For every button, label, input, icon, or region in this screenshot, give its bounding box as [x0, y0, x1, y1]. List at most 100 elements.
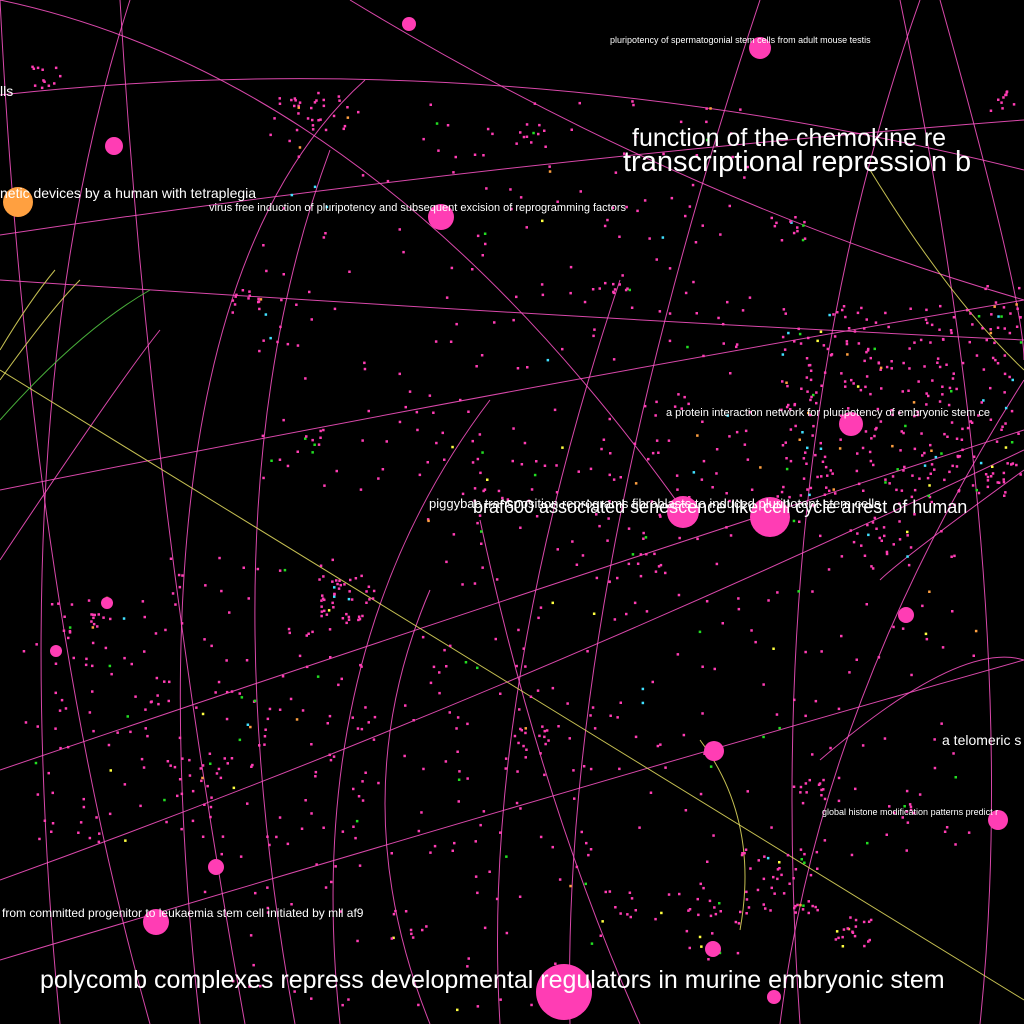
- small-node-213: [53, 82, 56, 85]
- small-node-972: [200, 779, 203, 783]
- small-node-1371: [278, 816, 282, 819]
- small-node-1267: [969, 420, 972, 423]
- small-node-425: [481, 254, 484, 257]
- small-node-761: [811, 753, 814, 756]
- small-node-603: [702, 459, 706, 463]
- small-node-1068: [934, 455, 938, 459]
- small-node-793: [589, 767, 593, 771]
- edge-29: [869, 169, 1024, 371]
- small-node-254: [322, 428, 325, 432]
- small-node-552: [684, 291, 688, 295]
- small-node-467: [589, 467, 593, 471]
- small-node-1210: [840, 372, 843, 375]
- small-node-430: [348, 270, 351, 273]
- small-node-961: [180, 827, 183, 831]
- small-node-804: [905, 789, 909, 793]
- small-node-537: [735, 345, 738, 349]
- small-node-1003: [305, 665, 309, 669]
- small-node-1382: [572, 769, 575, 772]
- small-node-386: [361, 439, 364, 442]
- edge-32: [0, 269, 56, 351]
- small-node-869: [246, 723, 250, 726]
- small-node-1328: [539, 752, 542, 755]
- small-node-1191: [975, 488, 978, 492]
- small-node-73: [541, 725, 544, 728]
- small-node-864: [50, 603, 54, 606]
- graph-node-8: [749, 37, 771, 59]
- small-node-486: [556, 200, 559, 203]
- small-node-41: [341, 617, 345, 620]
- small-node-848: [218, 556, 221, 560]
- small-node-1299: [816, 475, 819, 479]
- small-node-1359: [209, 815, 212, 819]
- small-node-518: [304, 377, 307, 380]
- small-node-264: [892, 543, 895, 546]
- small-node-1099: [823, 371, 827, 374]
- small-node-360: [608, 417, 611, 421]
- small-node-1155: [823, 493, 827, 496]
- small-node-1232: [1011, 462, 1015, 465]
- small-node-517: [695, 154, 699, 157]
- small-node-1252: [975, 354, 979, 357]
- small-node-613: [863, 554, 867, 557]
- small-node-721: [471, 461, 475, 464]
- node-label-chemokine: function of the chemokine re: [632, 124, 947, 152]
- small-node-1420: [438, 691, 441, 695]
- node-label-cells-fragment: lls: [0, 83, 14, 99]
- edge-25: [879, 469, 1024, 581]
- small-node-153: [707, 958, 710, 961]
- small-node-1289: [971, 323, 974, 326]
- small-node-1204: [887, 325, 890, 329]
- small-node-688: [609, 714, 612, 717]
- small-node-410: [677, 393, 680, 396]
- small-node-147: [734, 920, 738, 924]
- small-node-159: [702, 886, 705, 890]
- small-node-1001: [165, 820, 168, 824]
- small-node-1266: [948, 470, 951, 474]
- small-node-569: [313, 185, 317, 189]
- small-node-764: [556, 548, 559, 551]
- small-node-965: [68, 631, 72, 634]
- small-node-444: [449, 340, 453, 343]
- small-node-872: [300, 827, 304, 830]
- small-node-1025: [173, 765, 177, 769]
- small-node-1417: [231, 979, 235, 983]
- small-node-1233: [903, 465, 906, 469]
- small-node-977: [178, 585, 182, 589]
- small-node-923: [356, 727, 360, 730]
- small-node-334: [604, 890, 607, 894]
- small-node-617: [729, 534, 733, 537]
- small-node-1230: [931, 379, 934, 382]
- small-node-350: [842, 928, 846, 931]
- small-node-708: [952, 752, 955, 755]
- small-node-1258: [929, 341, 932, 344]
- small-node-1386: [221, 835, 225, 838]
- small-node-1277: [1003, 327, 1006, 330]
- small-node-762: [772, 647, 775, 650]
- small-node-451: [662, 152, 665, 156]
- node-label-piggybac: piggybac transposition reprograms fibrob…: [429, 496, 881, 511]
- small-node-954: [164, 628, 167, 632]
- small-node-570: [363, 361, 366, 365]
- small-node-810: [924, 632, 928, 636]
- small-node-1419: [220, 852, 223, 856]
- small-node-781: [461, 492, 465, 496]
- small-node-1326: [839, 414, 843, 417]
- small-node-585: [928, 590, 931, 593]
- small-node-605: [933, 738, 936, 741]
- small-node-133: [709, 914, 713, 918]
- small-node-1038: [805, 357, 809, 360]
- small-node-1111: [1004, 422, 1007, 425]
- small-node-860: [319, 564, 323, 567]
- small-node-5: [311, 128, 315, 131]
- small-node-1015: [180, 792, 184, 796]
- small-node-1379: [483, 926, 487, 930]
- small-node-1265: [936, 357, 940, 360]
- small-node-52: [365, 601, 368, 604]
- small-node-824: [651, 680, 654, 684]
- small-node-596: [575, 865, 579, 869]
- node-label-transcriptional-repression: transcriptional repression b: [623, 146, 972, 178]
- small-node-889: [66, 745, 70, 749]
- small-node-1213: [821, 460, 825, 463]
- small-node-862: [176, 794, 179, 798]
